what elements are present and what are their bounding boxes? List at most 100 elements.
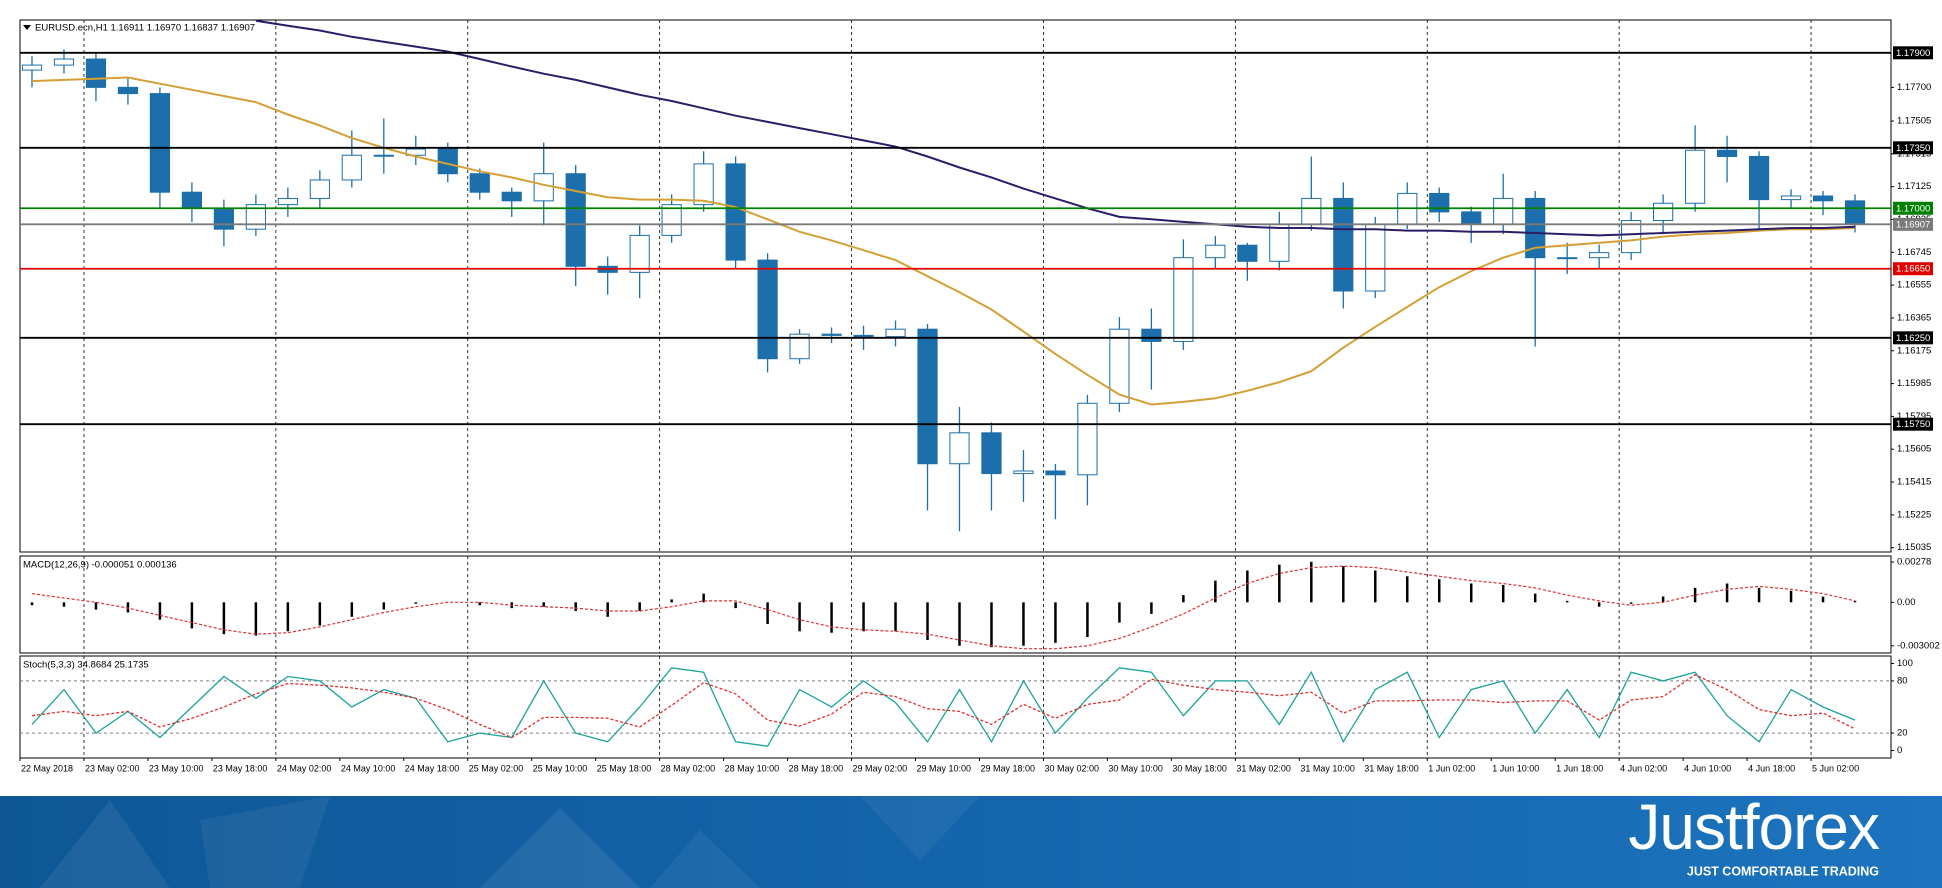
candle-body	[1237, 244, 1258, 262]
x-tick-label: 29 May 02:00	[853, 763, 908, 773]
x-tick-label: 25 May 02:00	[469, 763, 524, 773]
brand-logo[interactable]: Justforex	[1628, 791, 1881, 863]
candle-body	[1653, 202, 1674, 222]
price-level-label: 1.17900	[1896, 48, 1930, 59]
x-tick-label: 4 Jun 10:00	[1684, 763, 1731, 773]
candle-body	[1141, 328, 1162, 342]
panel-frame	[19, 655, 1892, 759]
brand-tagline: JUST COMFORTABLE TRADING	[1687, 864, 1879, 878]
candle-body	[757, 259, 778, 360]
price-level-box	[1893, 417, 1933, 431]
candle-body	[469, 173, 490, 193]
y-tick-label: 1.17505	[1897, 116, 1931, 127]
candle-body	[277, 197, 298, 206]
candle-body	[1205, 244, 1226, 259]
candle-body	[533, 173, 554, 202]
x-tick-label: 29 May 10:00	[917, 763, 972, 773]
y-tick-label: 100	[1897, 658, 1913, 669]
price-level-label: 1.17000	[1896, 203, 1930, 214]
candle-body	[661, 204, 682, 236]
x-tick-label: 23 May 18:00	[213, 763, 268, 773]
price-level-box	[1893, 331, 1933, 345]
candle-body	[1045, 470, 1066, 476]
footer-shape	[650, 830, 760, 888]
x-tick-label: 30 May 18:00	[1172, 763, 1227, 773]
candle-body	[725, 163, 746, 261]
x-tick-label: 24 May 02:00	[277, 763, 332, 773]
y-tick-label: 1.15415	[1897, 477, 1931, 488]
candle-body	[1812, 195, 1834, 202]
price-level-box	[1893, 141, 1933, 155]
x-tick-label: 31 May 18:00	[1364, 763, 1419, 773]
x-tick-label: 22 May 2018	[21, 763, 73, 773]
candle-body	[245, 204, 266, 230]
plot-area	[21, 20, 1866, 532]
candle-body	[949, 432, 970, 465]
candle-body	[501, 191, 522, 202]
price-level-label: 1.16650	[1896, 264, 1930, 275]
candle-body	[1844, 200, 1866, 225]
candle-body	[853, 334, 874, 338]
x-tick-label: 1 Jun 18:00	[1556, 763, 1603, 773]
candle-body	[341, 154, 362, 181]
price-level-label: 1.15750	[1896, 419, 1930, 430]
symbol-header: EURUSD.ecn,H1 1.16911 1.16970 1.16837 1.…	[35, 23, 255, 34]
candle-body	[917, 328, 938, 465]
candle-body	[1589, 252, 1610, 259]
candle-body	[1461, 211, 1482, 225]
macd-title: MACD(12,26,9) -0.000051 0.000136	[23, 560, 177, 571]
candle-body	[1077, 402, 1098, 476]
x-tick-label: 24 May 10:00	[341, 763, 396, 773]
x-tick-label: 30 May 02:00	[1044, 763, 1099, 773]
candle-body	[693, 163, 714, 206]
candle-body	[565, 173, 586, 267]
y-tick-label: 1.15795	[1897, 411, 1931, 422]
menu-arrow[interactable]	[23, 25, 31, 30]
x-tick-label: 29 May 18:00	[980, 763, 1035, 773]
moving-average	[255, 20, 1856, 237]
candle-body	[181, 191, 203, 209]
y-tick-label: 80	[1897, 675, 1908, 686]
candle-body	[1269, 223, 1290, 262]
candle-body	[1780, 195, 1802, 201]
price-level-box	[1893, 46, 1933, 60]
price-level-label: 1.16250	[1896, 333, 1930, 344]
y-tick-label: 1.16175	[1897, 345, 1931, 356]
x-tick-label: 28 May 18:00	[789, 763, 844, 773]
candle-body	[405, 148, 426, 156]
candle-body	[629, 234, 650, 273]
moving-average	[31, 76, 1856, 406]
stoch-title: Stoch(5,3,3) 34.8684 25.1735	[23, 660, 149, 671]
y-tick-label: 1.15035	[1897, 542, 1931, 553]
footer-shape	[200, 796, 330, 888]
stoch-k	[31, 667, 1856, 747]
x-tick-label: 28 May 10:00	[725, 763, 780, 773]
y-tick-label: 1.15225	[1897, 509, 1931, 520]
stoch-d	[31, 674, 1856, 739]
y-tick-label: 1.15985	[1897, 378, 1931, 389]
y-tick-label: 1.17700	[1897, 82, 1931, 93]
x-tick-label: 31 May 10:00	[1300, 763, 1355, 773]
x-tick-label: 25 May 10:00	[533, 763, 588, 773]
candle-body	[309, 179, 330, 199]
y-tick-label: 1.16745	[1897, 247, 1931, 258]
candle-body	[1109, 328, 1130, 404]
candle-body	[1716, 149, 1738, 157]
x-tick-label: 23 May 02:00	[85, 763, 140, 773]
x-tick-label: 24 May 18:00	[405, 763, 460, 773]
x-tick-label: 28 May 02:00	[661, 763, 716, 773]
y-tick-label: 1.16555	[1897, 280, 1931, 291]
y-tick-label: -0.003002	[1897, 640, 1940, 651]
x-tick-label: 1 Jun 10:00	[1492, 763, 1539, 773]
candle-body	[1557, 257, 1578, 260]
candle-body	[53, 58, 75, 66]
chart-layer: 1.177001.175051.173151.171251.169351.167…	[19, 19, 1940, 773]
footer-shape	[40, 800, 170, 888]
candle-body	[21, 64, 43, 71]
candle-body	[373, 154, 394, 157]
footer-bg	[0, 796, 1942, 888]
price-level-box	[1893, 201, 1933, 215]
x-tick-label: 31 May 02:00	[1236, 763, 1291, 773]
y-tick-label: 1.17125	[1897, 181, 1931, 192]
